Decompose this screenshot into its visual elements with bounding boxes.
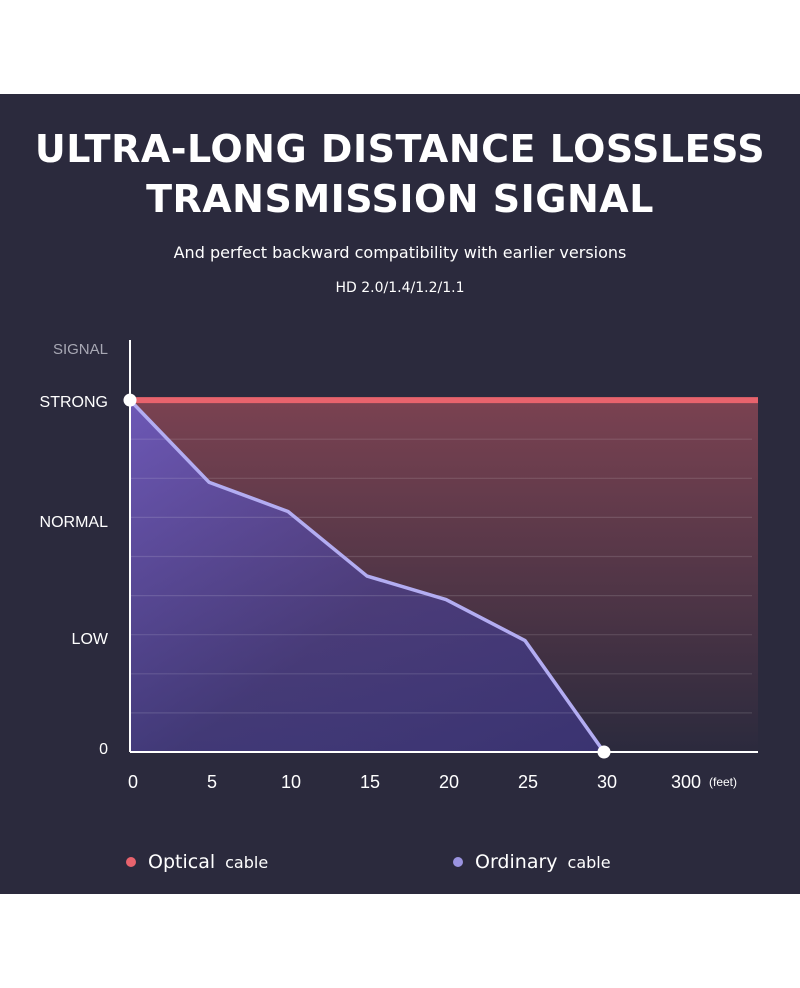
x-tick-label: 30 (597, 772, 617, 792)
y-axis-title: SIGNAL (53, 341, 108, 358)
legend-marker-ordinary (453, 857, 463, 867)
y-tick-label: LOW (72, 631, 109, 648)
legend-item-ordinary: Ordinary cable (453, 849, 611, 875)
title-line-2: TRANSMISSION SIGNAL (146, 177, 654, 221)
y-tick-label: NORMAL (40, 514, 109, 531)
ordinary-series-line (128, 398, 606, 754)
x-unit-label: (feet) (709, 775, 737, 789)
x-tick-label: 5 (207, 772, 217, 792)
end-point-marker (597, 745, 611, 759)
y-tick-label: 0 (99, 741, 108, 758)
x-tick-label: 300 (671, 772, 701, 792)
legend-label-optical: Optical (148, 851, 216, 873)
legend-suffix-ordinary: cable (567, 852, 611, 872)
x-tick-label: 0 (128, 772, 138, 792)
version-list: HD 2.0/1.4/1.2/1.1 (335, 280, 465, 296)
legend-item-optical: Optical cable (126, 849, 268, 875)
legend-suffix-optical: cable (225, 852, 269, 872)
x-tick-label: 20 (439, 772, 459, 792)
title-line-1: ULTRA-LONG DISTANCE LOSSLESS (34, 127, 766, 171)
x-tick-label: 15 (360, 772, 380, 792)
chart-subtitle: And perfect backward compatibility with … (173, 243, 627, 262)
legend-marker-optical (126, 857, 136, 867)
x-tick-label: 25 (518, 772, 538, 792)
start-point-marker (123, 393, 137, 407)
x-tick-label: 10 (281, 772, 301, 792)
legend-label-ordinary: Ordinary (475, 851, 558, 873)
y-tick-label: STRONG (40, 394, 108, 411)
chart-title: ULTRA-LONG DISTANCE LOSSLESS TRANSMISSIO… (0, 124, 800, 224)
